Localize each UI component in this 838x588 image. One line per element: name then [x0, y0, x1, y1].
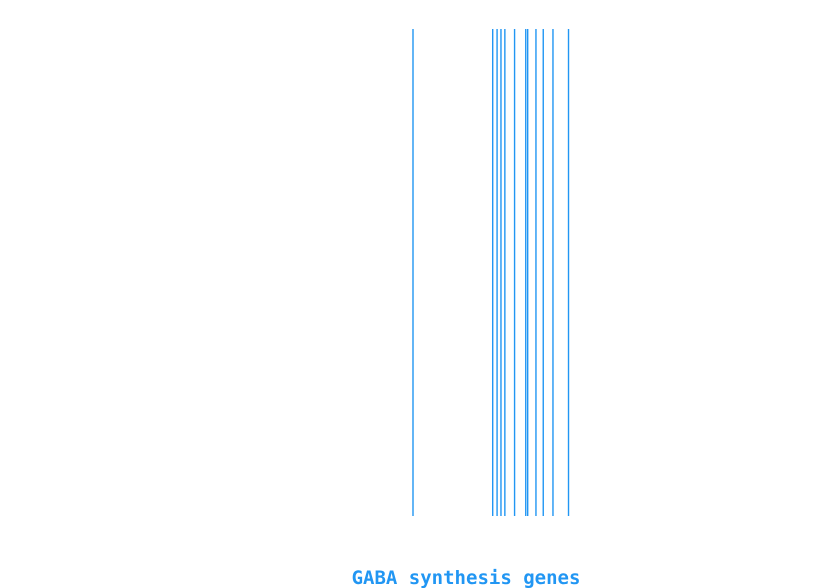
barcode-lines — [412, 29, 570, 516]
x-axis-label: GABA synthesis genes — [352, 567, 581, 588]
